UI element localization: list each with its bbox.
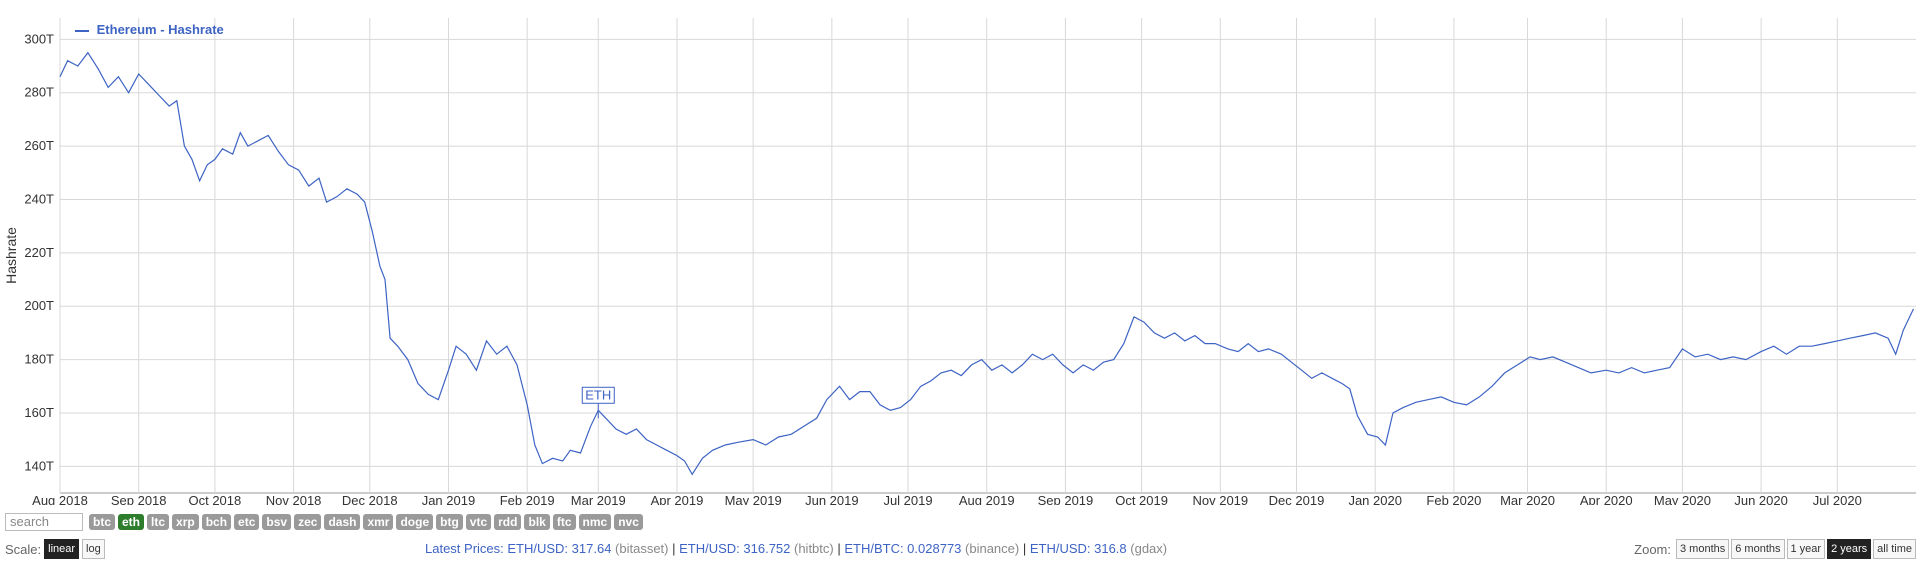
x-tick-label: Jun 2019 [805,493,859,505]
price-item[interactable]: ETH/USD: 317.64 (bitasset) [507,541,669,556]
series-line-ethereum-hashrate [59,51,1915,476]
zoom-label: Zoom: [1634,541,1671,557]
x-tick-label: Aug 2019 [959,493,1015,505]
annotations: ETH [581,386,615,419]
x-tick-label: Jan 2020 [1348,493,1402,505]
price-item[interactable]: ETH/USD: 316.8 (gdax) [1029,541,1168,556]
y-tick-label: 160T [24,405,54,420]
zoom-button-all-time[interactable]: all time [1873,539,1916,559]
y-tick-label: 240T [24,191,54,206]
zoom-button-2-years[interactable]: 2 years [1827,539,1872,559]
x-tick-label: Jul 2020 [1813,493,1862,505]
price-separator: | [833,541,845,556]
coin-button-nvc[interactable]: nvc [614,514,643,530]
coin-button-ftc[interactable]: ftc [552,514,576,530]
search-input[interactable]: search [5,513,83,531]
prices-label: Latest Prices: [425,541,508,556]
coin-button-nmc[interactable]: nmc [578,514,612,530]
price-source: (hitbtc) [794,541,834,556]
coin-button-xrp[interactable]: xrp [172,514,199,530]
coin-button-dash[interactable]: dash [324,514,361,530]
coin-button-xmr[interactable]: xmr [363,514,394,530]
x-tick-label: May 2020 [1654,493,1711,505]
scale-log-button[interactable]: log [82,539,105,559]
coin-button-btg[interactable]: btg [436,514,463,530]
price-source: (gdax) [1130,541,1168,556]
x-tick-label: Aug 2018 [32,493,88,505]
x-tick-label: Apr 2019 [651,493,704,505]
coin-button-zec[interactable]: zec [294,514,322,530]
scale-linear-button[interactable]: linear [44,539,80,559]
scale-label: Scale: [5,541,42,557]
price-item[interactable]: ETH/BTC: 0.028773 (binance) [844,541,1020,556]
grid [59,18,1916,494]
bottom-toolbar: Scale: linear log Latest Prices: ETH/USD… [5,538,1916,560]
y-tick-label: 140T [24,458,54,473]
coin-button-vtc[interactable]: vtc [465,514,492,530]
x-tick-label: Apr 2020 [1580,493,1633,505]
hashrate-chart: 140T 160T 180T 200T 220T 240T 260T 280T 300T Aug… [3,18,1916,505]
x-tick-label: Oct 2018 [188,493,241,505]
coin-toolbar: search btc eth ltc xrp bch etc bsv zec dash xmr do… [5,512,646,532]
x-tick-label: Dec 2018 [342,493,398,505]
legend-swatch [75,29,89,32]
price-source: (binance) [965,541,1020,556]
price-separator: | [1019,541,1030,556]
zoom-button-3-months[interactable]: 3 months [1676,539,1730,559]
x-tick-label: Nov 2019 [1192,493,1248,505]
x-tick-label: Nov 2018 [266,493,322,505]
x-axis: Aug 2018 Sep 2018 Oct 2018 Nov 2018 Dec 2018… [32,493,1862,505]
coin-buttons: btc eth ltc xrp bch etc bsv zec dash xmr doge btg vt… [89,514,646,530]
x-tick-label: Sep 2019 [1038,493,1094,505]
y-tick-label: 260T [24,138,54,153]
y-tick-label: 280T [24,85,54,100]
zoom-button-6-months[interactable]: 6 months [1731,539,1785,559]
price-source: (bitasset) [615,541,669,556]
annotation-label: ETH [585,387,611,402]
coin-button-eth[interactable]: eth [118,514,144,530]
x-tick-label: Sep 2018 [111,493,167,505]
coin-button-etc[interactable]: etc [234,514,260,530]
coin-button-rdd[interactable]: rdd [494,514,522,530]
x-tick-label: Mar 2019 [571,493,626,505]
x-tick-label: Dec 2019 [1269,493,1325,505]
legend[interactable]: Ethereum - Hashrate [75,22,224,37]
x-tick-label: Mar 2020 [1500,493,1555,505]
x-tick-label: Feb 2020 [1426,493,1481,505]
coin-button-ltc[interactable]: ltc [147,514,170,530]
coin-button-bsv[interactable]: bsv [262,514,292,530]
zoom-control: Zoom: 3 months 6 months 1 year 2 years all t… [1634,538,1916,560]
latest-prices: Latest Prices: ETH/USD: 317.64 (bitasset… [425,538,1167,560]
zoom-button-1-year[interactable]: 1 year [1786,539,1826,559]
coin-button-blk[interactable]: blk [524,514,550,530]
y-axis-label: Hashrate [3,227,19,284]
coin-button-btc[interactable]: btc [89,514,115,530]
x-tick-label: Jul 2019 [883,493,932,505]
x-tick-label: Jun 2020 [1734,493,1788,505]
x-tick-label: Jan 2019 [422,493,476,505]
coin-button-doge[interactable]: doge [396,514,434,530]
x-tick-label: Oct 2019 [1115,493,1168,505]
y-tick-label: 220T [24,245,54,260]
coin-button-bch[interactable]: bch [201,514,232,530]
legend-label: Ethereum - Hashrate [96,22,224,37]
y-tick-label: 300T [24,31,54,46]
annotation-flag[interactable]: ETH [581,386,615,419]
x-tick-label: May 2019 [725,493,782,505]
y-axis: 140T 160T 180T 200T 220T 240T 260T 280T 300T [24,31,54,473]
x-tick-label: Feb 2019 [500,493,555,505]
y-tick-label: 200T [24,298,54,313]
price-separator: | [668,541,680,556]
y-tick-label: 180T [24,352,54,367]
scale-control: Scale: linear log [5,538,105,560]
price-item[interactable]: ETH/USD: 316.752 (hitbtc) [679,541,834,556]
